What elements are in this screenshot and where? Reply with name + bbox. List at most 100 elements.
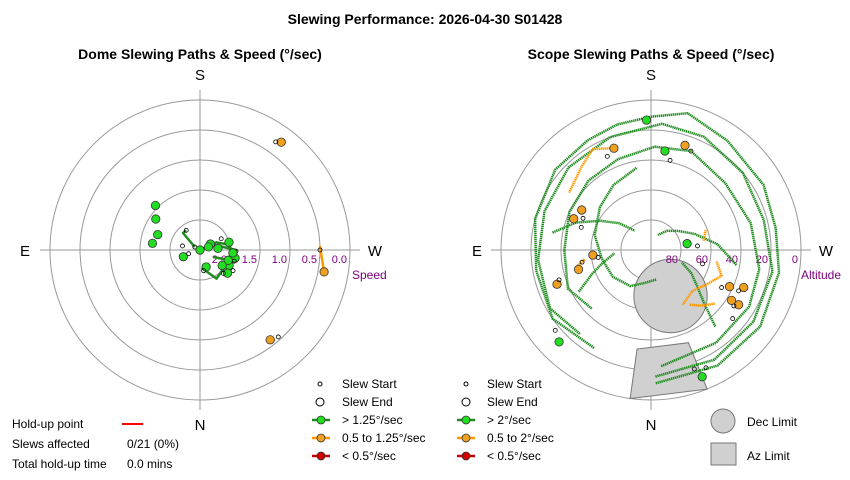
scope-end-marker-11 [554,337,564,347]
az-limit-symbol [710,442,737,466]
dome-end-marker-31 [223,255,233,265]
total-holdup-value: 0.0 mins [127,457,172,471]
legend-slew-end: Slew End [342,395,393,409]
scope-end-marker-18 [739,282,749,293]
holdup-label: Hold-up point [12,417,84,431]
dome-tick-label-1: 1.5 [242,254,257,266]
legend-medium: 0.5 to 1.25°/sec [342,431,426,445]
legend2-medium: 0.5 to 2°/sec [487,431,554,445]
az-limit-label: Az Limit [747,449,790,463]
dome-start-marker-25 [220,270,226,276]
scope-dir-left: E [472,243,482,260]
legend-medium-marker [316,433,326,443]
legend2-slew-end: Slew End [487,395,538,409]
dome-end-marker-0 [276,137,286,147]
scope-start-marker-30 [579,259,585,265]
scope-path-3 [593,166,657,288]
scope-radial-axis-label: Altitude [801,268,841,282]
scope-path-4 [657,229,738,266]
scope-path-6 [680,261,717,328]
scope-path-0 [533,111,781,385]
dome-end-marker-17 [203,242,214,252]
scope-limits [629,258,708,400]
scope-path-7 [577,252,616,293]
dome-tick-label-3: 0.5 [302,254,317,266]
scope-start-marker-17 [719,285,725,290]
legend2-medium-marker [461,433,471,443]
scope-start-marker-12 [552,327,558,333]
scope-dir-bottom: N [646,417,657,434]
legend-start-marker [317,381,323,387]
scope-dir-top: S [646,67,656,84]
scope-start-marker-22 [730,316,736,321]
scope-tick-label-1: 60 [696,254,708,266]
dome-path-3 [181,229,196,248]
dome-end-marker-24 [222,268,233,278]
scope-path-5 [552,219,636,234]
scope-tick-label-0: 80 [666,254,678,266]
dome-start-marker-5 [275,334,281,340]
scope-end-marker-27 [588,250,598,260]
scope-end-marker-7 [577,205,587,215]
scope-path-1 [536,122,774,378]
dome-start-marker-27 [201,268,207,274]
scope-end-marker-29 [573,264,584,275]
scope-start-marker-10 [578,224,584,230]
scope-start-marker-24 [703,365,709,371]
slews-affected-value: 0/21 (0%) [127,437,179,451]
dome-end-marker-28 [195,245,205,255]
legend-end-marker [315,397,325,407]
scope-start-marker-28 [595,255,601,260]
scope-paths [533,111,781,385]
legend2-start-marker [463,381,469,387]
scope-start-marker-25 [691,366,697,372]
dome-legend: Slew Start Slew End > 1.25°/sec 0.5 to 1… [312,377,426,463]
dome-start-marker-3 [317,247,323,253]
scope-chart-title: Scope Slewing Paths & Speed (°/sec) [528,46,775,62]
holdup-stats: Hold-up point Slews affected 0/21 (0%) T… [12,417,179,471]
scope-end-marker-5 [609,143,619,153]
dome-tick-label-2: 1.0 [272,254,287,266]
dome-end-marker-6 [151,214,161,224]
scope-start-marker-15 [700,261,705,267]
slews-affected-label: Slews affected [12,437,90,451]
scope-tick-label-3: 20 [756,254,768,266]
scope-markers [552,115,749,382]
dome-dir-bottom: N [195,417,206,434]
legend2-fast: > 2°/sec [487,413,531,427]
dome-end-marker-26 [201,262,211,272]
dome-dir-right: W [368,243,383,260]
dome-dir-top: S [195,67,205,84]
dome-start-marker-1 [273,139,279,145]
dome-polar-chart: Dome Slewing Paths & Speed (°/sec) S N E… [20,46,387,434]
dome-tick-label-4: 0.0 [332,254,347,266]
dec-limit-symbol [710,408,736,434]
scope-path-11 [576,258,586,267]
scope-end-marker-3 [660,146,670,156]
dome-end-marker-29 [224,237,234,247]
scope-end-marker-20 [734,300,744,310]
dome-start-marker-16 [218,236,224,242]
dome-end-marker-30 [228,248,238,258]
legend-slow: < 0.5°/sec [342,449,396,463]
dec-limit-circle [633,258,708,334]
legend2-end-marker [461,397,471,407]
dome-end-marker-2 [319,267,329,277]
scope-tick-label-4: 0 [792,254,798,266]
dome-end-marker-4 [265,335,275,345]
scope-end-marker-0 [641,115,652,125]
scope-path-12 [702,229,708,241]
dome-radial-axis-label: Speed [352,268,387,282]
scope-end-marker-9 [569,214,579,224]
limits-legend: Dec Limit Az Limit [710,408,798,466]
scope-start-marker-4 [667,157,673,163]
scope-start-marker-6 [604,153,610,159]
legend-fast: > 1.25°/sec [342,413,403,427]
legend2-fast-marker [461,415,471,425]
dome-dir-left: E [20,243,30,260]
scope-end-marker-16 [724,282,735,292]
dome-end-marker-10 [147,238,158,248]
legend2-slow-marker [461,451,471,461]
scope-path-10 [689,302,715,307]
